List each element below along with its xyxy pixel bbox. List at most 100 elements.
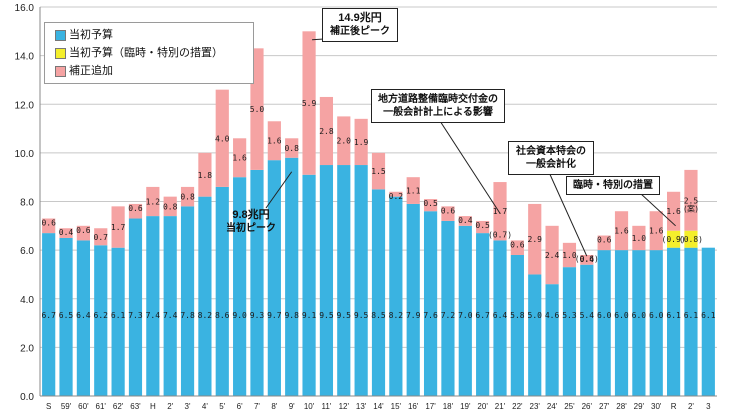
x-tick-label: S	[46, 402, 51, 411]
bar-initial	[406, 203, 420, 396]
axes: 0.0 2.0 4.0 6.0 8.0 10.0 12.0 14.0 16.0 S 59' 60' 61…	[15, 3, 717, 411]
bar-supplementary	[59, 228, 73, 238]
x-tick-label: 8'	[271, 402, 277, 411]
bar-supplementary	[406, 177, 420, 204]
bar-supplementary	[267, 121, 281, 161]
data-label-initial: 6.7	[41, 311, 56, 320]
bar-initial	[319, 165, 334, 396]
bar-initial	[285, 157, 299, 396]
x-tick-label: 62'	[113, 402, 124, 411]
callout-line: 地方道路整備臨時交付金の	[378, 94, 498, 105]
data-label-paren: (0.7)	[488, 230, 512, 239]
data-label-supplementary: 0.6	[510, 240, 525, 249]
data-label-initial: 9.0	[232, 311, 247, 320]
x-tick-label: 12'	[339, 402, 350, 411]
data-label-initial: 5.0	[528, 311, 543, 320]
data-label-initial: 9.7	[267, 311, 282, 320]
legend-swatch-initial	[55, 30, 66, 41]
callout-line: 補正後ピーク	[330, 26, 390, 37]
bar-initial	[528, 274, 542, 396]
bar-supplementary	[510, 240, 524, 255]
data-label-initial: 6.0	[614, 311, 629, 320]
bar-supplementary	[180, 186, 195, 207]
x-tick-label: 7'	[254, 402, 260, 411]
data-label-supplementary: 1.5	[371, 167, 386, 176]
data-label-supplementary: 0.6	[597, 236, 612, 245]
callout-special-measures: 臨時・特別の措置	[566, 176, 660, 195]
data-label-supplementary: 1.0	[632, 234, 647, 243]
data-label-supplementary: 0.6	[76, 226, 91, 235]
data-label-initial: 6.1	[701, 311, 716, 320]
data-label-initial: 8.2	[389, 311, 404, 320]
bar-initial	[94, 245, 108, 396]
bar-initial	[146, 216, 160, 396]
x-tick-label: 13'	[356, 402, 367, 411]
bar-supplementary	[337, 116, 351, 166]
leader-line	[547, 169, 588, 257]
data-label-supplementary: 5.9	[302, 99, 317, 108]
data-label-initial: 7.8	[180, 311, 195, 320]
x-tick-label: 30'	[651, 402, 662, 411]
data-label-initial: 6.1	[666, 311, 681, 320]
data-label-supplementary: 1.2	[146, 198, 161, 207]
x-tick-label: 60'	[78, 402, 89, 411]
data-label-initial: 7.6	[423, 311, 438, 320]
bar-supplementary	[493, 182, 507, 241]
data-label-supplementary: 0.7	[94, 233, 109, 242]
x-tick-label: 24'	[547, 402, 558, 411]
bar-initial	[128, 218, 143, 396]
data-label-initial: 9.3	[250, 311, 265, 320]
data-label-supplementary: 2.8	[319, 127, 334, 136]
bar-initial	[580, 264, 594, 396]
bar-initial	[684, 247, 698, 396]
data-label-supplementary: 1.9	[354, 138, 369, 147]
bar-supplementary	[614, 211, 629, 251]
bar-supplementary	[476, 220, 490, 234]
data-label-initial: 7.4	[146, 311, 161, 320]
bar-initial	[198, 196, 212, 396]
data-label-supplementary: 0.6	[41, 219, 56, 228]
leader-line	[639, 192, 676, 227]
leader-line	[439, 120, 501, 214]
bar-supplementary	[684, 169, 698, 231]
bar-initial	[233, 177, 247, 396]
data-label-initial: 4.6	[545, 311, 560, 320]
callout-line: 一般会計計上による影響	[383, 107, 493, 118]
bar-initial	[476, 233, 490, 396]
bar-initial	[180, 206, 195, 396]
data-label-supplementary: 1.0	[562, 251, 577, 260]
x-tick-label: 25'	[564, 402, 575, 411]
bar-supplementary	[128, 203, 143, 219]
legend-label-special: 当初予算（臨時・特別の措置）	[69, 47, 223, 59]
bar-special	[667, 230, 681, 248]
bar-supplementary	[632, 225, 646, 251]
data-label-initial: 7.9	[406, 311, 421, 320]
data-label-initial: 8.5	[371, 311, 386, 320]
x-tick-label: 22'	[512, 402, 523, 411]
x-tick-label: 3	[706, 402, 711, 411]
data-label-initial: 9.5	[337, 311, 352, 320]
data-label-supplementary: 0.5	[475, 221, 490, 230]
x-tick-label: 10'	[304, 402, 315, 411]
bar-supplementary	[354, 118, 368, 166]
y-tick-label: 12.0	[15, 100, 35, 111]
bar-supplementary	[302, 31, 316, 175]
x-tick-label: 3'	[185, 402, 191, 411]
bar-supplementary	[597, 235, 611, 251]
bar-supplementary	[285, 138, 299, 158]
data-label-supplementary: 1.7	[111, 223, 126, 232]
data-label-supplementary: 1.6	[666, 207, 681, 216]
bar-supplementary	[76, 225, 90, 241]
y-tick-label: 0.0	[20, 392, 34, 403]
data-label-supplementary: 1.7	[493, 207, 508, 216]
bar-supplementary	[233, 138, 247, 178]
bar-supplementary	[649, 211, 663, 251]
callout-peak-initial: 9.8兆円 当初ピーク	[216, 207, 286, 237]
data-label-initial: 6.5	[59, 311, 74, 320]
y-tick-label: 8.0	[20, 198, 34, 209]
data-label-initial: 8.2	[198, 311, 213, 320]
y-tick-label: 14.0	[15, 52, 35, 63]
bar-initial	[649, 250, 663, 396]
x-tick-label: 19'	[460, 402, 471, 411]
